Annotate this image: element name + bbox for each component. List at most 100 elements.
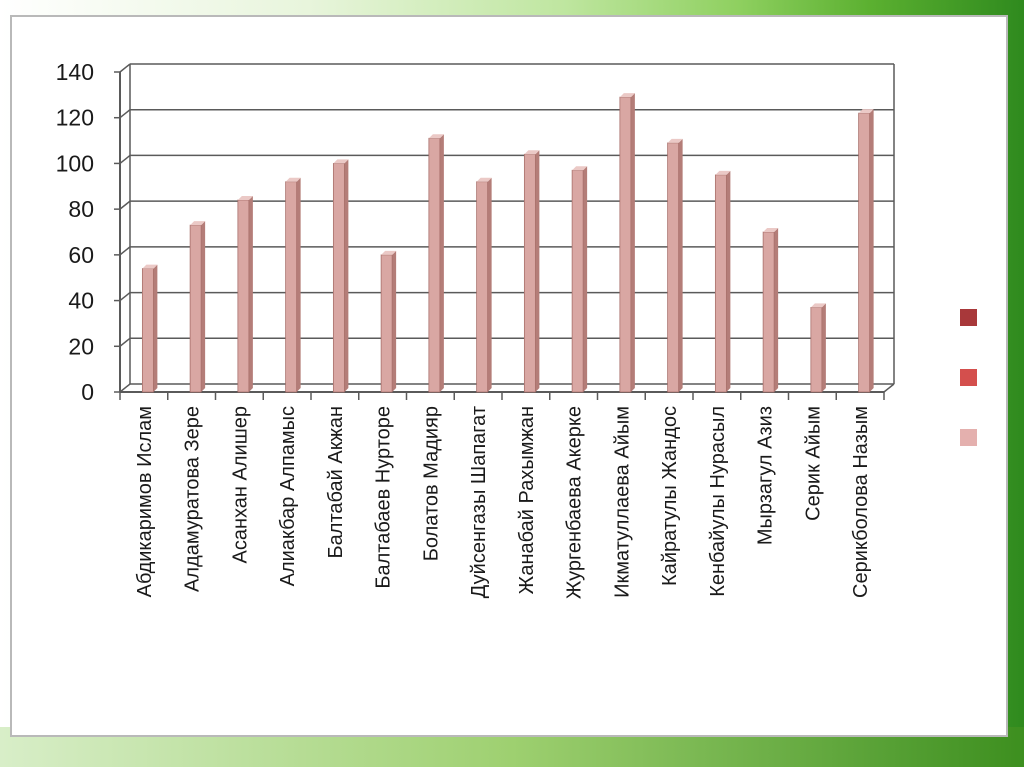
bar-side [583, 166, 588, 392]
bar-side [296, 177, 301, 392]
y-tick-label: 80 [68, 196, 94, 222]
bar-side [726, 170, 731, 392]
x-tick-label: Алдамуратова Зере [182, 406, 204, 592]
bar [141, 264, 158, 393]
bar-front [858, 112, 871, 393]
x-tick-label: Дуйсенгазы Шапагат [468, 406, 490, 598]
x-tick-label: Жанабай Рахымжан [516, 406, 538, 594]
x-tick-label: Жургенбаева Акерке [564, 406, 586, 599]
y-axis-ticks: 0 20 40 60 80 100 120 140 [56, 59, 120, 405]
x-tick-label: Асанхан Алишер [229, 406, 251, 563]
bar [285, 177, 301, 393]
bar-top [476, 177, 492, 182]
legend-swatch [960, 369, 977, 386]
x-tick-label: Алиакбар Алпамыс [277, 406, 299, 586]
bar-front [810, 307, 823, 393]
x-tick-label: Балтабай Акжан [325, 406, 347, 558]
x-tick-label: Серикболова Назым [850, 406, 872, 598]
bar-top [142, 264, 158, 269]
gridline-depth [119, 109, 131, 119]
bar-front [667, 142, 680, 393]
bar [810, 303, 826, 393]
bar-front [285, 181, 298, 393]
gridline-depth [119, 246, 131, 256]
bar [714, 170, 731, 393]
chart-bars [141, 93, 874, 393]
x-axis-labels: Абдикаримов Ислам Алдамуратова Зере Асанха… [134, 406, 872, 599]
x-tick-label: Икматуллаева Айым [611, 406, 633, 598]
bar [523, 150, 540, 393]
bar [762, 228, 779, 393]
bar-side [248, 196, 253, 392]
bar [571, 166, 588, 393]
gridline-depth [119, 291, 131, 302]
bar-front [237, 199, 250, 393]
floor-edge [883, 383, 895, 393]
bar-front [762, 231, 775, 393]
y-tick-label: 60 [68, 242, 94, 268]
bar-top [285, 177, 301, 182]
bar [237, 196, 253, 393]
y-tick-label: 100 [56, 150, 94, 176]
bar-top [428, 134, 444, 139]
bar-top [715, 170, 731, 175]
x-tick-label: Кайратулы Жандос [659, 406, 681, 586]
y-tick-label: 140 [56, 59, 94, 85]
legend-swatch [960, 429, 977, 446]
bar-side [678, 138, 683, 392]
chart-legend [960, 309, 977, 446]
bar [428, 134, 444, 393]
bar-top [810, 303, 826, 308]
gridline-depth [119, 337, 131, 347]
gridline-depth [119, 154, 131, 165]
bar-front [714, 174, 727, 393]
bar-side [439, 134, 444, 393]
bar-front [476, 181, 489, 393]
bar-top [667, 138, 683, 143]
bar-side [201, 221, 206, 392]
bar-side [869, 109, 874, 393]
y-tick-label: 20 [68, 333, 94, 359]
bar-top [572, 166, 588, 171]
bar-top [619, 93, 635, 98]
bar-front [189, 224, 202, 393]
bar-front [571, 169, 584, 393]
legend-swatch [960, 309, 977, 326]
bar-top [858, 109, 874, 114]
bar-front [332, 163, 345, 393]
bar-side [344, 159, 349, 392]
y-tick-label: 40 [68, 288, 94, 314]
bar [667, 138, 683, 393]
y-tick-label: 120 [56, 105, 94, 131]
bar-front [619, 96, 632, 393]
x-tick-label: Балтабаев Нурторе [373, 406, 395, 589]
bar [858, 109, 874, 393]
bar-front [380, 254, 393, 393]
bar [619, 93, 635, 393]
bar-side [774, 228, 779, 392]
gridline-depth [119, 383, 131, 393]
bar-front [141, 268, 154, 393]
x-tick-label: Абдикаримов Ислам [134, 406, 156, 597]
bar-side [153, 264, 158, 392]
bar-top [524, 150, 540, 155]
bar-side [630, 93, 635, 393]
bar-top [190, 221, 206, 226]
bar-side [487, 177, 492, 392]
bar-side [535, 150, 540, 392]
bar [380, 250, 397, 393]
slide-frame [10, 15, 1008, 737]
bar-top [763, 228, 779, 232]
x-tick-label: Серик Айым [802, 406, 824, 521]
bar-front [428, 137, 441, 393]
bar [332, 159, 349, 393]
x-tick-label: Болатов Мадияр [420, 406, 442, 561]
y-tick-label: 0 [81, 379, 94, 405]
bar-side [392, 250, 397, 392]
bar-top [381, 250, 397, 255]
bar-front [523, 153, 536, 393]
gridline-depth [119, 200, 131, 210]
bar-side [821, 303, 826, 392]
bar-top [333, 159, 349, 164]
